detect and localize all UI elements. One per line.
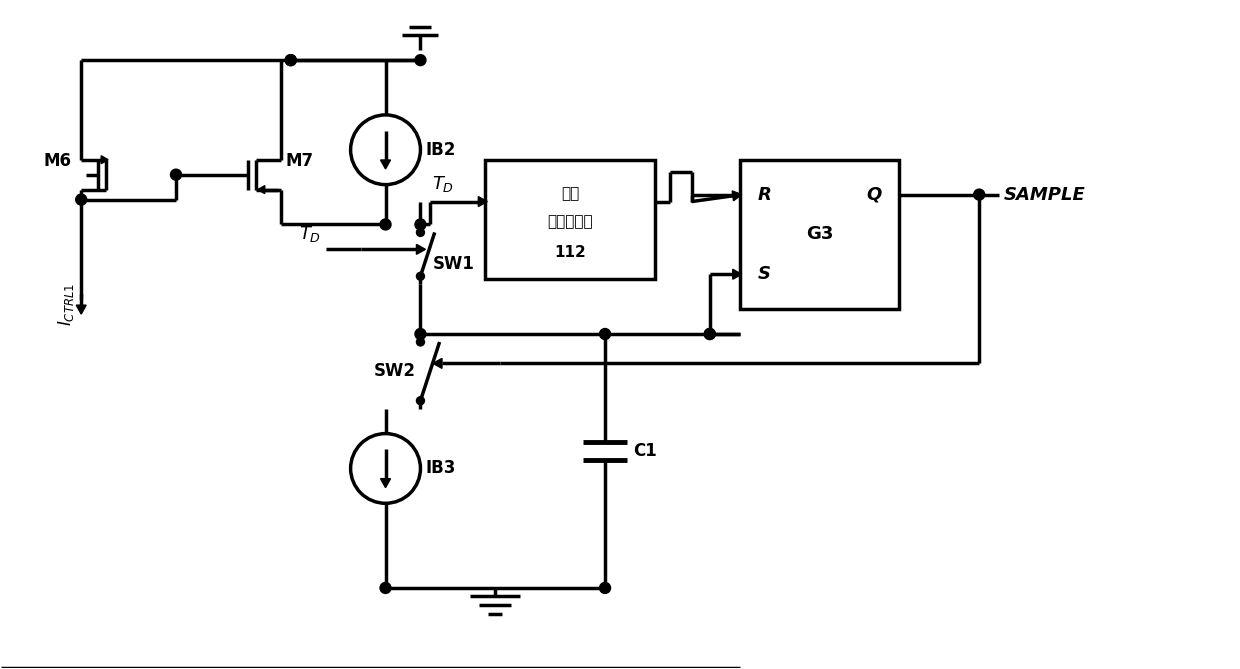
Circle shape [417, 272, 424, 280]
Text: SAMPLE: SAMPLE [1004, 185, 1086, 203]
Text: IB3: IB3 [425, 460, 456, 478]
Circle shape [171, 169, 181, 180]
Circle shape [600, 583, 610, 593]
Text: S: S [758, 265, 771, 283]
Circle shape [415, 219, 425, 230]
Text: 单稳态电路: 单稳态电路 [547, 214, 593, 229]
Text: 112: 112 [554, 246, 587, 260]
Circle shape [379, 219, 391, 230]
Text: SW1: SW1 [433, 256, 474, 274]
Bar [485, 160, 655, 279]
Polygon shape [102, 156, 108, 164]
Circle shape [76, 194, 87, 205]
Polygon shape [381, 160, 391, 169]
Text: IB2: IB2 [425, 140, 456, 159]
Circle shape [285, 55, 296, 66]
Text: $T_D$: $T_D$ [299, 224, 321, 244]
Circle shape [704, 328, 715, 339]
Polygon shape [479, 197, 487, 207]
Circle shape [415, 328, 425, 339]
Text: SW2: SW2 [373, 363, 415, 381]
Text: $T_D$: $T_D$ [433, 173, 455, 193]
Circle shape [600, 328, 610, 339]
Text: $I_{CTRL1}$: $I_{CTRL1}$ [56, 282, 76, 326]
Circle shape [973, 189, 985, 200]
Circle shape [285, 55, 296, 66]
Text: M6: M6 [43, 152, 71, 170]
Polygon shape [381, 478, 391, 488]
Polygon shape [732, 191, 742, 201]
Circle shape [417, 338, 424, 346]
Text: C1: C1 [632, 442, 657, 460]
Text: R: R [758, 185, 771, 203]
Polygon shape [733, 269, 742, 279]
Circle shape [379, 583, 391, 593]
Circle shape [417, 397, 424, 405]
Circle shape [704, 328, 715, 339]
Text: G3: G3 [806, 225, 833, 244]
Text: 第一: 第一 [560, 186, 579, 201]
Text: M7: M7 [285, 152, 314, 170]
Polygon shape [76, 305, 87, 314]
Polygon shape [433, 359, 441, 369]
Text: Q: Q [867, 185, 882, 203]
Polygon shape [258, 185, 265, 193]
Circle shape [415, 55, 425, 66]
Bar [740, 160, 899, 309]
Circle shape [417, 228, 424, 236]
Polygon shape [417, 244, 425, 254]
